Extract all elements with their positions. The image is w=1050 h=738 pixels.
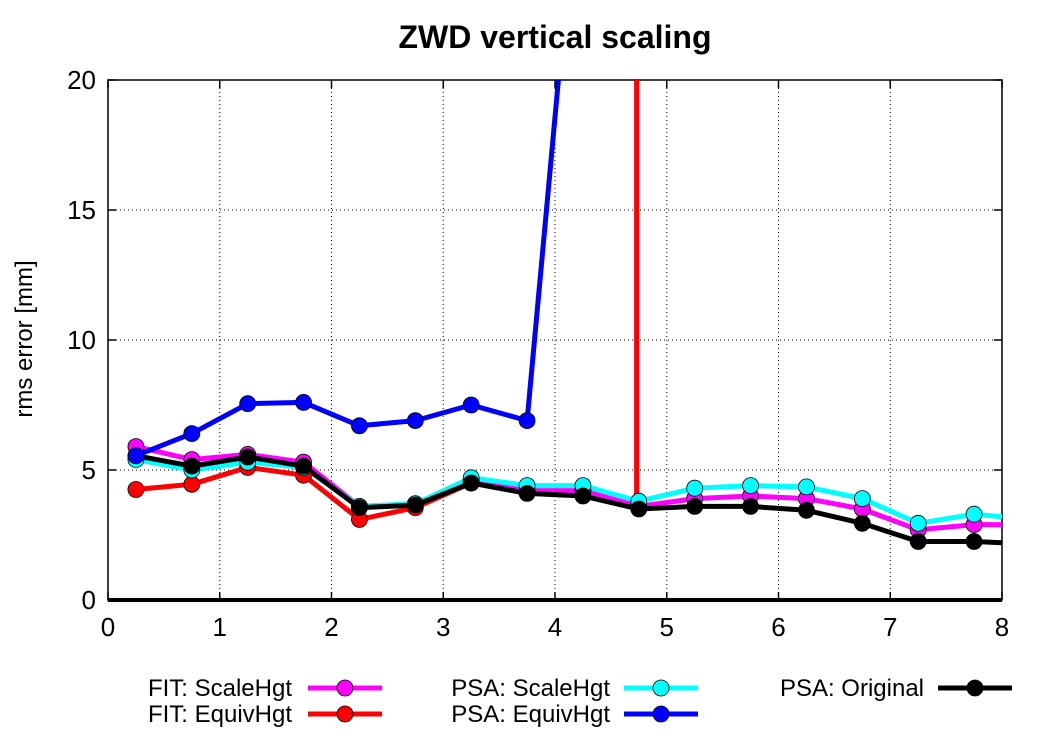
data-point	[406, 496, 424, 514]
legend-swatch-marker	[652, 705, 670, 723]
x-tick-label: 0	[101, 612, 115, 642]
x-tick-label: 8	[995, 612, 1009, 642]
data-point	[239, 395, 257, 413]
data-point	[686, 497, 704, 515]
data-point	[183, 475, 201, 493]
data-point	[462, 396, 480, 414]
legend-swatch-marker	[966, 679, 984, 697]
legend-swatch-marker	[652, 679, 670, 697]
data-point	[742, 497, 759, 515]
y-tick-label: 20	[67, 65, 96, 95]
data-point	[798, 501, 815, 519]
x-tick-label: 5	[660, 612, 674, 642]
y-tick-label: 0	[82, 585, 96, 615]
legend-label: FIT: ScaleHgt	[148, 675, 292, 702]
data-point	[798, 478, 815, 496]
data-point	[295, 457, 312, 475]
markers-group	[127, 393, 983, 550]
x-tick-label: 2	[324, 612, 338, 642]
data-point	[742, 477, 759, 495]
x-tick-label: 6	[771, 612, 785, 642]
y-tick-label: 10	[67, 325, 96, 355]
data-point	[406, 412, 424, 430]
series-line	[134, 80, 561, 459]
x-tick-label: 1	[213, 612, 227, 642]
data-point	[127, 481, 145, 498]
data-point	[853, 514, 871, 532]
x-tick-label: 4	[548, 612, 562, 642]
data-point	[183, 457, 201, 475]
data-point	[183, 425, 201, 443]
data-point	[686, 479, 704, 497]
legend-label: FIT: EquivHgt	[148, 701, 292, 728]
data-point	[351, 499, 368, 517]
data-point	[351, 417, 368, 435]
chart-title: ZWD vertical scaling	[399, 19, 712, 55]
data-point	[574, 487, 592, 505]
legend-swatch-marker	[336, 705, 354, 723]
data-point	[965, 505, 983, 523]
y-tick-label: 5	[82, 455, 96, 485]
x-tick-label: 7	[883, 612, 897, 642]
data-point	[518, 412, 536, 430]
x-tick-label: 3	[436, 612, 450, 642]
data-point	[295, 393, 312, 411]
data-point	[909, 533, 927, 550]
series-line	[135, 80, 640, 522]
data-point	[965, 533, 983, 550]
legend-swatch-marker	[336, 679, 354, 697]
legend-label: PSA: Original	[780, 675, 924, 702]
data-point	[630, 500, 648, 518]
axes: 0 1 2 3 4 5 6 7 8 0 5 10 15 20	[67, 65, 1009, 642]
data-point	[462, 474, 480, 492]
data-point	[518, 484, 536, 502]
legend-label: PSA: EquivHgt	[451, 701, 610, 728]
y-axis-label: rms error [mm]	[11, 260, 38, 417]
legend-label: PSA: ScaleHgt	[451, 675, 610, 702]
data-point	[239, 448, 257, 466]
data-point	[127, 447, 145, 465]
data-point	[853, 490, 871, 508]
data-point	[909, 514, 927, 532]
y-tick-label: 15	[67, 195, 96, 225]
series-group	[134, 80, 1002, 546]
